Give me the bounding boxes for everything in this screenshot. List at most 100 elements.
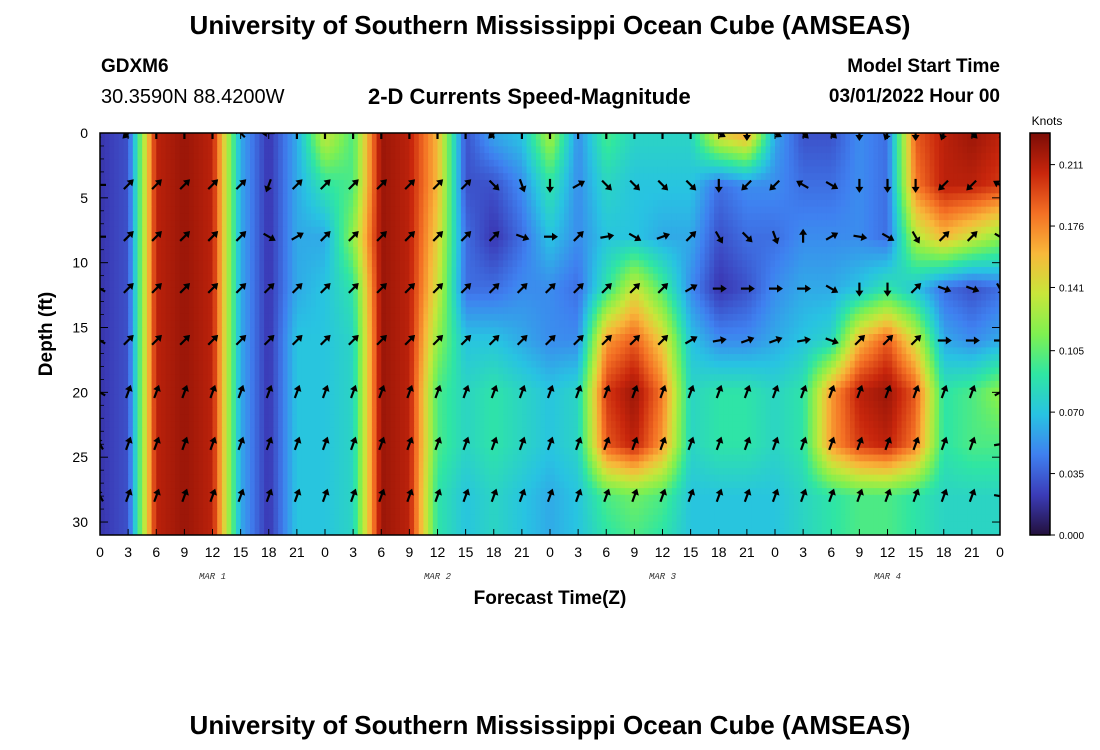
heatmap-cell bbox=[287, 213, 293, 221]
heatmap-cell bbox=[310, 159, 317, 168]
heatmap-cell bbox=[751, 146, 757, 154]
heatmap-cell bbox=[160, 186, 167, 194]
heatmap-cell bbox=[995, 166, 1000, 174]
heatmap-cell bbox=[451, 153, 457, 161]
heatmap-cell bbox=[315, 267, 321, 275]
heatmap-cell bbox=[484, 159, 490, 168]
heatmap-cell bbox=[231, 139, 237, 147]
heatmap-cell bbox=[517, 273, 523, 281]
heatmap-cell bbox=[353, 153, 359, 161]
heatmap-cell bbox=[353, 240, 359, 248]
heatmap-cell bbox=[376, 240, 382, 248]
heatmap-cell bbox=[526, 186, 532, 194]
heatmap-cell bbox=[568, 293, 575, 302]
heatmap-cell bbox=[737, 200, 743, 208]
heatmap-cell bbox=[770, 206, 776, 214]
heatmap-cell bbox=[296, 226, 303, 235]
heatmap-cell bbox=[873, 186, 879, 194]
heatmap-cell bbox=[887, 253, 893, 261]
heatmap-cell bbox=[657, 133, 664, 141]
heatmap-cell bbox=[460, 200, 467, 208]
heatmap-cell bbox=[550, 213, 556, 221]
heatmap-cell bbox=[526, 179, 532, 188]
heatmap-cell bbox=[273, 200, 279, 208]
heatmap-cell bbox=[264, 273, 270, 281]
heatmap-cell bbox=[939, 226, 945, 235]
heatmap-cell bbox=[231, 246, 237, 255]
heatmap-cell bbox=[193, 220, 200, 228]
heatmap-cell bbox=[681, 260, 687, 268]
heatmap-cell bbox=[704, 293, 710, 302]
heatmap-cell bbox=[451, 240, 457, 248]
heatmap-cell bbox=[648, 233, 654, 241]
heatmap-cell bbox=[535, 173, 542, 181]
heatmap-cell bbox=[976, 273, 982, 281]
heatmap-cell bbox=[395, 139, 401, 147]
heatmap-cell bbox=[325, 166, 331, 174]
heatmap-cell bbox=[878, 220, 884, 228]
heatmap-cell bbox=[892, 300, 898, 308]
heatmap-cell bbox=[760, 179, 767, 188]
heatmap-cell bbox=[250, 153, 256, 161]
heatmap-cell bbox=[203, 240, 209, 248]
heatmap-cell bbox=[418, 293, 425, 302]
heatmap-cell bbox=[718, 267, 725, 275]
heatmap-cell bbox=[470, 287, 476, 295]
heatmap-cell bbox=[718, 186, 725, 194]
heatmap-cell bbox=[479, 280, 485, 288]
heatmap-cell bbox=[329, 260, 335, 268]
heatmap-cell bbox=[789, 179, 795, 188]
heatmap-cell bbox=[493, 146, 500, 154]
heatmap-cell bbox=[901, 267, 907, 275]
heatmap-cell bbox=[859, 240, 865, 248]
heatmap-cell bbox=[329, 200, 335, 208]
heatmap-cell bbox=[737, 226, 743, 235]
heatmap-cell bbox=[100, 293, 106, 302]
heatmap-cell bbox=[554, 166, 560, 174]
heatmap-cell bbox=[306, 193, 312, 201]
heatmap-cell bbox=[104, 153, 110, 161]
heatmap-cell bbox=[343, 267, 350, 275]
heatmap-cell bbox=[789, 293, 795, 302]
heatmap-cell bbox=[878, 193, 884, 201]
heatmap-cell bbox=[695, 240, 701, 248]
heatmap-cell bbox=[221, 260, 228, 268]
heatmap-cell bbox=[671, 260, 678, 268]
heatmap-cell bbox=[100, 267, 106, 275]
heatmap-cell bbox=[765, 233, 771, 241]
heatmap-cell bbox=[273, 166, 279, 174]
heatmap-cell bbox=[953, 166, 959, 174]
heatmap-cell bbox=[718, 139, 725, 147]
heatmap-cell bbox=[179, 280, 185, 288]
heatmap-cell bbox=[737, 213, 743, 221]
heatmap-cell bbox=[704, 179, 710, 188]
heatmap-cell bbox=[381, 186, 387, 194]
heatmap-cell bbox=[535, 240, 542, 248]
heatmap-cell bbox=[957, 280, 964, 288]
heatmap-cell bbox=[639, 253, 645, 261]
heatmap-cell bbox=[718, 220, 725, 228]
heatmap-cell bbox=[292, 273, 298, 281]
heatmap-cell bbox=[104, 213, 110, 221]
heatmap-cell bbox=[367, 173, 373, 181]
heatmap-cell bbox=[929, 226, 935, 235]
heatmap-cell bbox=[995, 146, 1000, 154]
heatmap-cell bbox=[882, 267, 889, 275]
heatmap-cell bbox=[207, 267, 214, 275]
heatmap-cell bbox=[625, 166, 631, 174]
heatmap-cell bbox=[226, 300, 232, 308]
heatmap-cell bbox=[221, 186, 228, 194]
heatmap-cell bbox=[184, 226, 190, 235]
heatmap-cell bbox=[803, 200, 809, 208]
heatmap-cell bbox=[123, 173, 129, 181]
heatmap-cell bbox=[582, 159, 589, 168]
heatmap-cell bbox=[648, 300, 654, 308]
heatmap-cell bbox=[653, 200, 659, 208]
heatmap-cell bbox=[146, 293, 153, 302]
heatmap-cell bbox=[564, 246, 570, 255]
heatmap-cell bbox=[343, 253, 350, 261]
heatmap-cell bbox=[953, 233, 959, 241]
heatmap-cell bbox=[887, 159, 893, 168]
heatmap-cell bbox=[925, 300, 931, 308]
heatmap-cell bbox=[418, 226, 425, 235]
